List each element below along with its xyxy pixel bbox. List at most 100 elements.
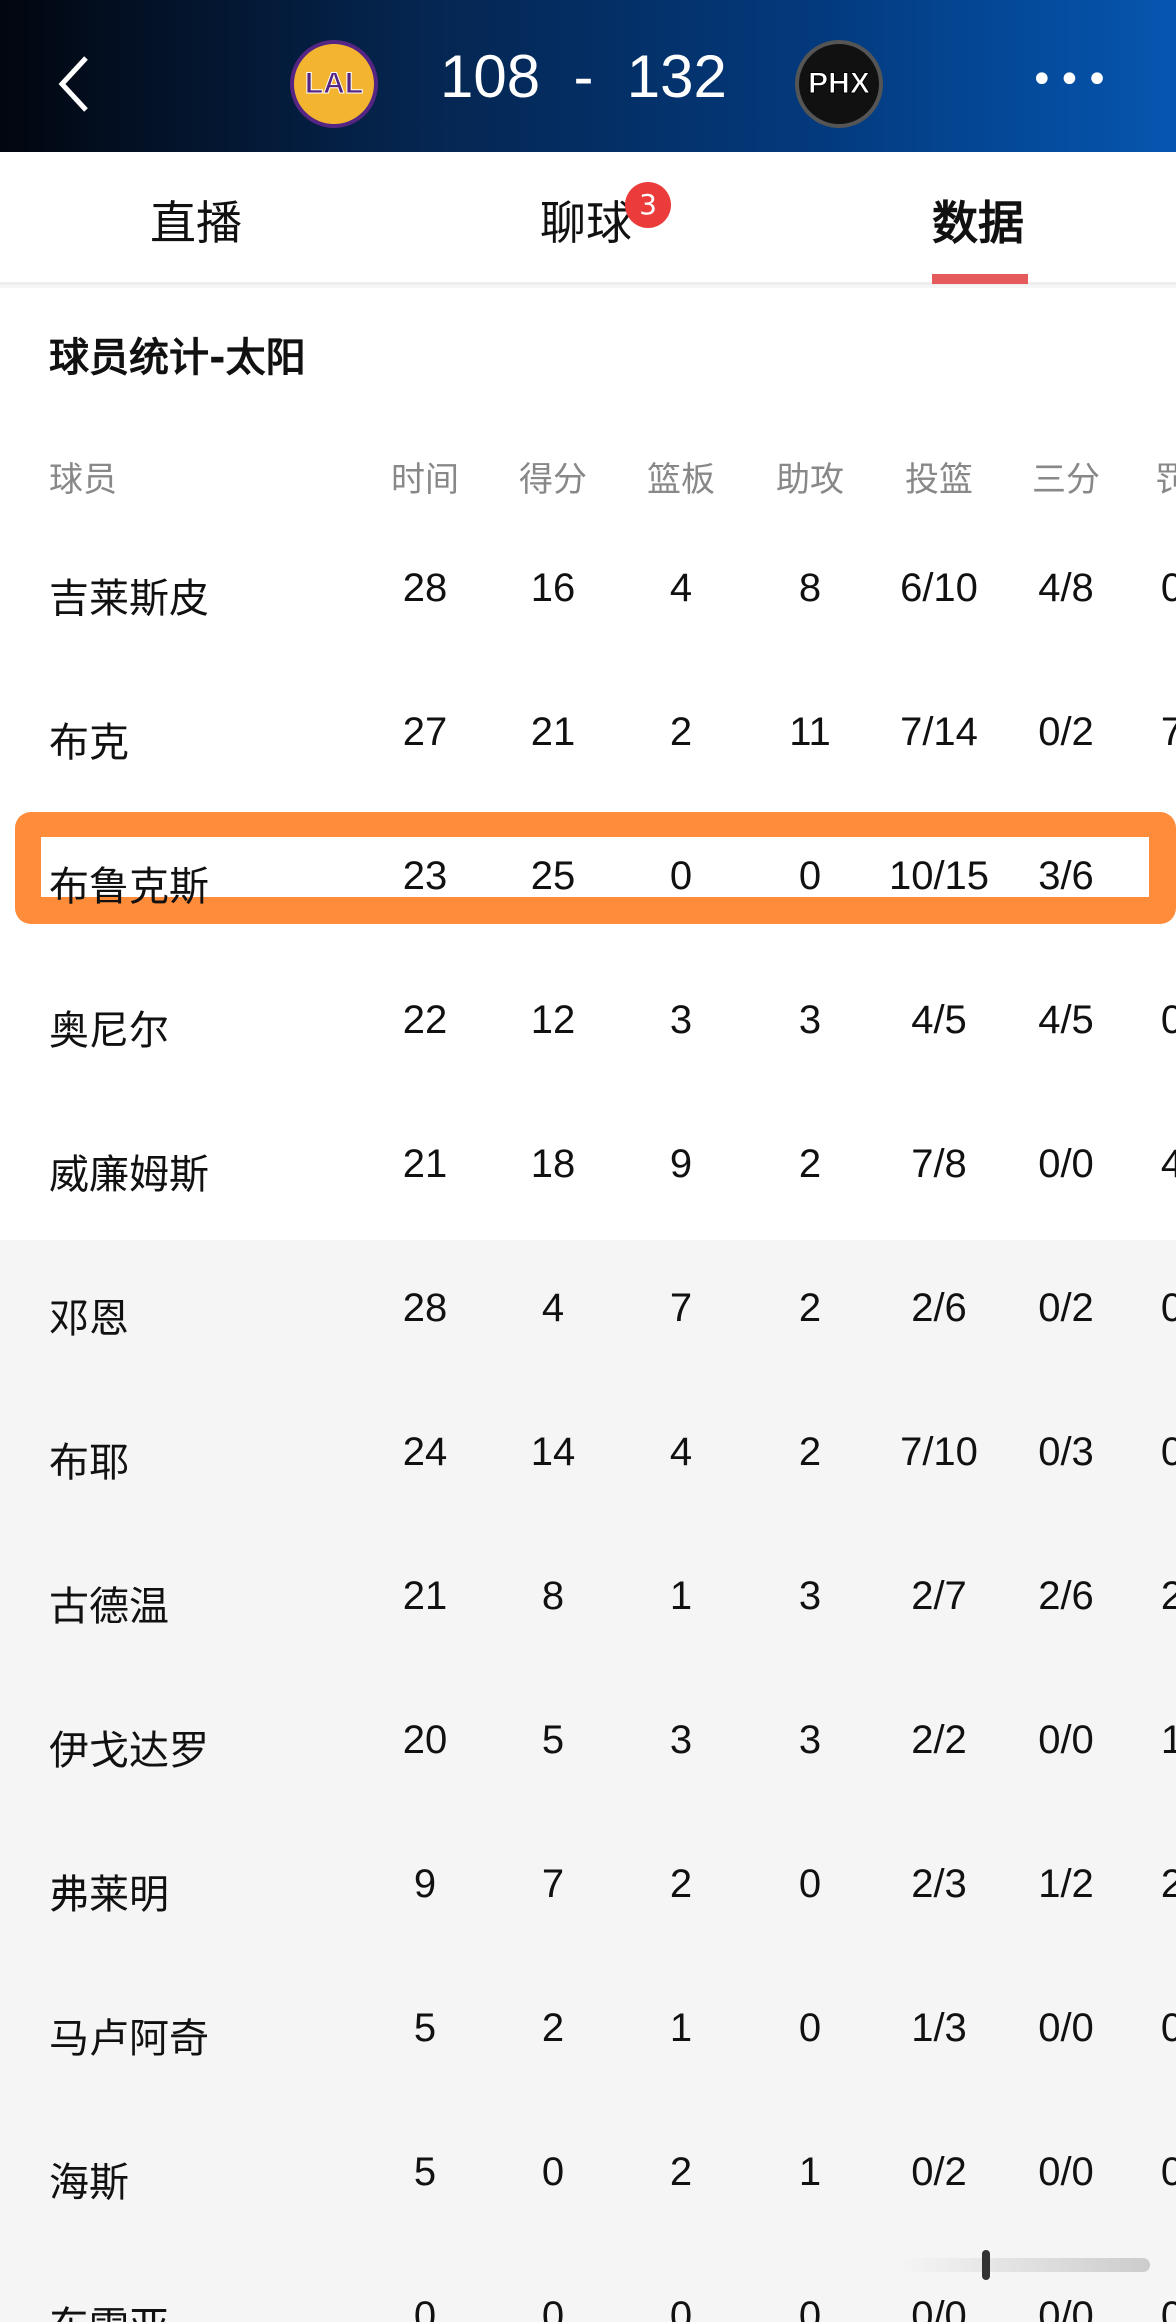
stat-cell: 21 [530, 710, 576, 754]
stat-cell: 1/3 [911, 2006, 967, 2050]
table-row[interactable]: 马卢阿奇 5 2 1 0 1/3 0/0 0 [0, 2006, 1176, 2086]
table-header: 球员 时间 得分 篮板 助攻 投篮 三分 罚 [0, 452, 1176, 532]
stat-cell: 0 [1160, 998, 1176, 1042]
stat-cell: 3 [669, 1718, 693, 1762]
stat-cell: 10/15 [888, 854, 990, 898]
more-icon[interactable]: ••• [1030, 57, 1113, 103]
table-row[interactable]: 伊戈达罗 20 5 3 3 2/2 0/0 1 [0, 1718, 1176, 1798]
player-name[interactable]: 邓恩 [49, 1296, 129, 1342]
stat-cell: 0 [669, 854, 693, 898]
player-name[interactable]: 东雷亚 [49, 2294, 169, 2322]
stat-cell: 7 [669, 1286, 693, 1330]
scrollbar[interactable] [900, 2258, 1150, 2272]
active-tab-indicator [932, 274, 1028, 284]
column-header: 三分 [1032, 461, 1100, 499]
table-row[interactable]: 海斯 5 0 2 1 0/2 0/0 0 [0, 2150, 1176, 2230]
table-row[interactable]: 威廉姆斯 21 18 9 2 7/8 0/0 4 [0, 1142, 1176, 1222]
table-row[interactable]: 东雷亚 0 0 0 0 0/0 0/0 0 [0, 2294, 1176, 2322]
home-team-logo[interactable]: LAL [290, 40, 378, 128]
stat-cell: 6/10 [900, 566, 978, 610]
table-row[interactable]: 吉莱斯皮 28 16 4 8 6/10 4/8 0 [0, 566, 1176, 646]
column-header-player: 球员 [49, 460, 117, 500]
stat-cell: 11 [789, 710, 831, 754]
table-row[interactable]: 古德温 21 8 1 3 2/7 2/6 2 [0, 1574, 1176, 1654]
table-row[interactable]: 邓恩 28 4 7 2 2/6 0/2 0 [0, 1286, 1176, 1366]
stat-cell: 4 [669, 566, 693, 610]
stat-cell: 4/8 [1038, 566, 1094, 610]
stat-cell: 0 [798, 2006, 822, 2050]
stat-cell: 1 [669, 2006, 693, 2050]
player-name[interactable]: 布鲁克斯 [49, 864, 209, 910]
stat-cell: 7/10 [900, 1430, 978, 1474]
stat-cell: 0 [1160, 566, 1176, 610]
table-row[interactable]: 布鲁克斯 23 25 0 0 10/15 3/6 [0, 854, 1176, 934]
stat-cell: 12 [530, 998, 576, 1042]
stat-cell: 3 [798, 1718, 822, 1762]
player-name[interactable]: 奥尼尔 [49, 1008, 169, 1054]
stat-cell: 4/5 [1038, 998, 1094, 1042]
stat-cell: 20 [402, 1718, 448, 1762]
stat-cell: 2 [669, 2150, 693, 2194]
stat-cell: 2/3 [911, 1862, 967, 1906]
table-row[interactable]: 布克 27 21 2 11 7/14 0/2 7 [0, 710, 1176, 790]
stat-cell: 25 [530, 854, 576, 898]
stat-cell: 7/8 [911, 1142, 967, 1186]
stat-cell: 0 [1160, 1430, 1176, 1474]
player-name[interactable]: 马卢阿奇 [49, 2016, 209, 2062]
stat-cell: 4 [1160, 1142, 1176, 1186]
stat-cell: 2 [669, 1862, 693, 1906]
column-header: 时间 [391, 461, 459, 499]
stat-cell: 21 [402, 1142, 448, 1186]
stat-cell: 0/0 [1038, 2150, 1094, 2194]
stat-cell: 0/2 [1038, 1286, 1094, 1330]
stat-cell: 5 [413, 2006, 437, 2050]
table-row[interactable]: 布耶 24 14 4 2 7/10 0/3 0 [0, 1430, 1176, 1510]
column-header: 得分 [519, 461, 587, 499]
tab-bar: 直播 聊球 3 数据 [0, 152, 1176, 285]
stat-cell: 0 [413, 2294, 437, 2322]
player-name[interactable]: 伊戈达罗 [49, 1728, 209, 1774]
player-name[interactable]: 吉莱斯皮 [49, 576, 209, 622]
tab-stats[interactable]: 数据 [932, 196, 1024, 250]
stat-cell: 0 [1160, 1286, 1176, 1330]
stat-cell: 24 [402, 1430, 448, 1474]
stat-cell: 0/2 [911, 2150, 967, 2194]
stat-cell: 2 [1160, 1574, 1176, 1618]
column-header: 罚 [1155, 461, 1176, 499]
player-name[interactable]: 布克 [49, 720, 129, 766]
stat-cell: 0/2 [1038, 710, 1094, 754]
stat-cell: 7 [1160, 710, 1176, 754]
stat-cell: 2 [798, 1286, 822, 1330]
stat-cell: 0 [1160, 2006, 1176, 2050]
stat-cell: 2/6 [911, 1286, 967, 1330]
stat-cell: 5 [413, 2150, 437, 2194]
away-team-logo[interactable]: PHX [795, 40, 883, 128]
stat-cell: 8 [798, 566, 822, 610]
tab-live[interactable]: 直播 [150, 196, 242, 250]
column-header: 篮板 [647, 461, 715, 499]
stat-cell: 0 [541, 2294, 565, 2322]
stat-cell: 27 [402, 710, 448, 754]
stat-cell: 0 [541, 2150, 565, 2194]
stat-cell: 9 [669, 1142, 693, 1186]
player-name[interactable]: 布耶 [49, 1440, 129, 1486]
stat-cell: 18 [530, 1142, 576, 1186]
table-row[interactable]: 奥尼尔 22 12 3 3 4/5 4/5 0 [0, 998, 1176, 1078]
stat-cell: 4 [669, 1430, 693, 1474]
stat-cell: 3 [669, 998, 693, 1042]
stat-cell: 2/7 [911, 1574, 967, 1618]
table-row[interactable]: 弗莱明 9 7 2 0 2/3 1/2 2 [0, 1862, 1176, 1942]
scrollbar-thumb[interactable] [982, 2250, 990, 2280]
player-name[interactable]: 威廉姆斯 [49, 1152, 209, 1198]
back-icon[interactable] [56, 54, 96, 114]
stat-cell: 0 [1160, 2294, 1176, 2322]
stat-cell: 2/2 [911, 1718, 967, 1762]
player-name[interactable]: 海斯 [49, 2160, 129, 2206]
player-name[interactable]: 古德温 [49, 1584, 169, 1630]
stat-cell: 0 [798, 2294, 822, 2322]
player-name[interactable]: 弗莱明 [49, 1872, 169, 1918]
stat-cell: 9 [413, 1862, 437, 1906]
tab-chat[interactable]: 聊球 [540, 196, 632, 250]
stat-cell: 2/6 [1038, 1574, 1094, 1618]
stat-cell: 0/0 [1038, 2294, 1094, 2322]
